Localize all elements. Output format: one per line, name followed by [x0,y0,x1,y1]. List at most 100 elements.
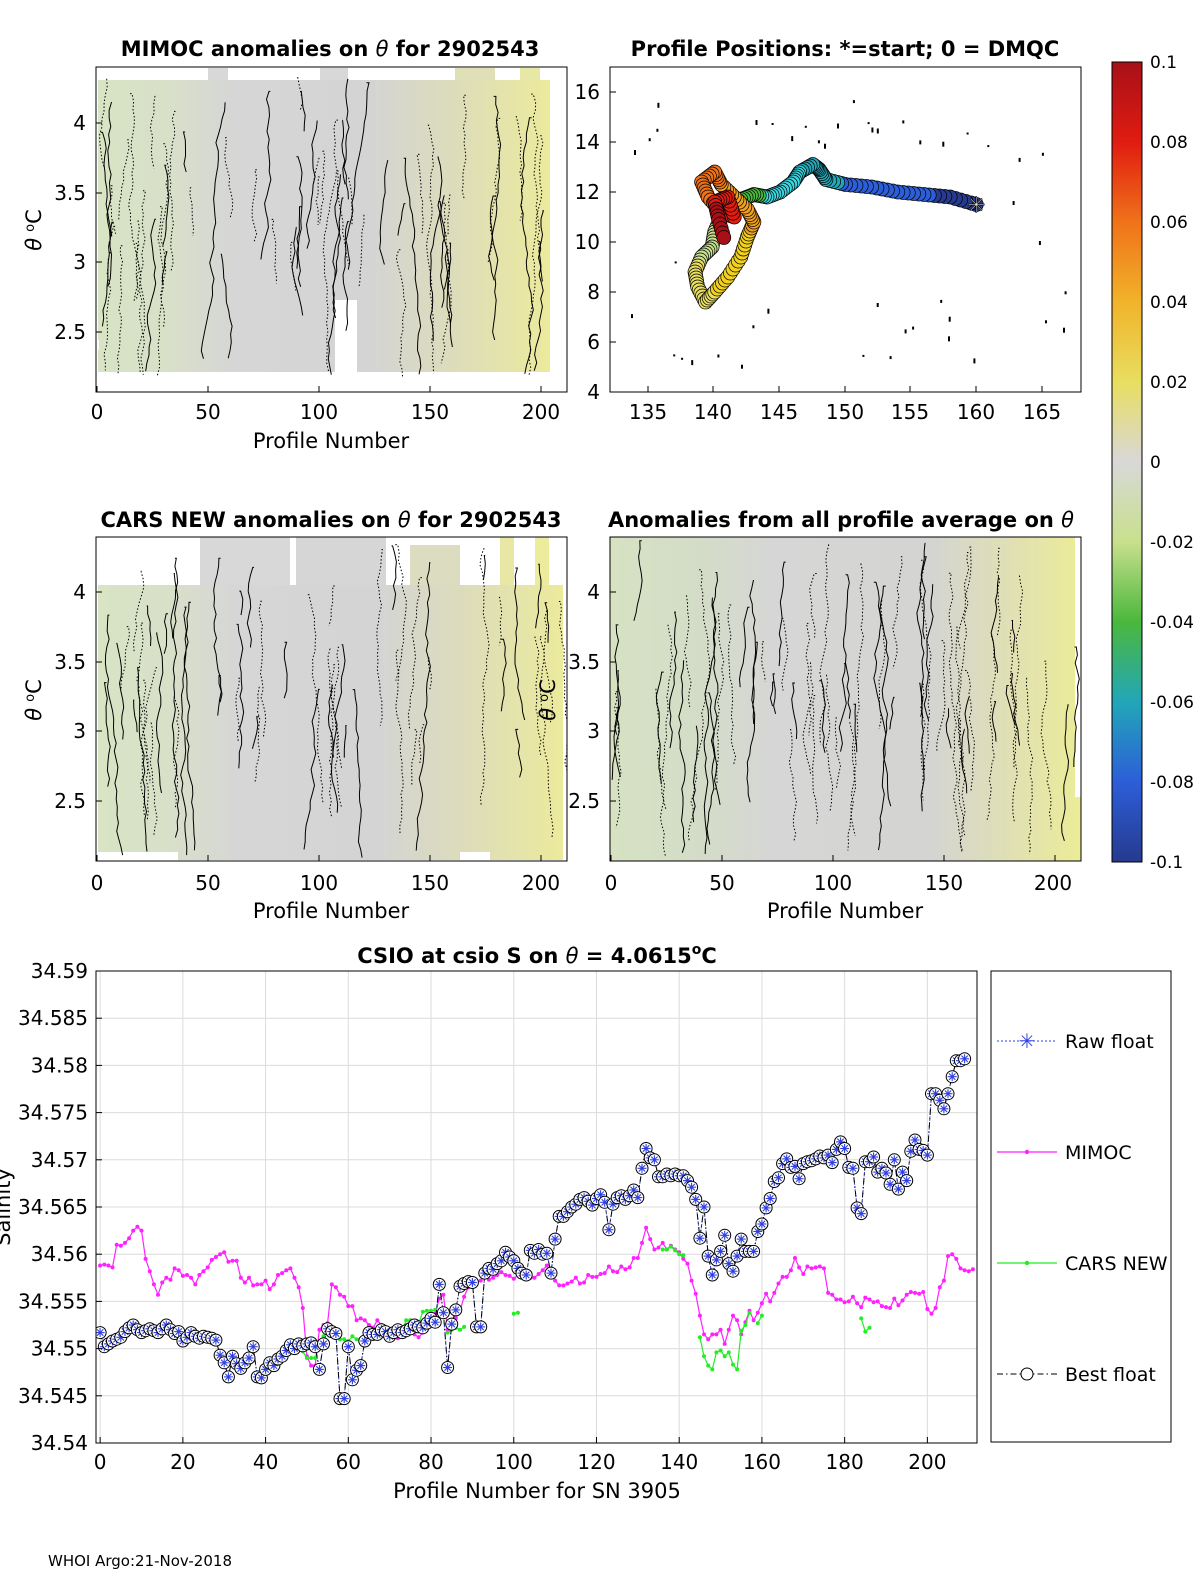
mimoc-point [172,1266,177,1271]
mimoc-point [822,1266,826,1271]
mimoc-point [441,1292,446,1297]
mimoc-point [189,1275,194,1280]
legend-entry-cars: CARS NEW [997,1253,1168,1275]
mimoc-point [205,1265,210,1270]
contour-line [251,169,258,242]
salinity-ytick: 34.59 [31,959,88,983]
contour-line [395,249,407,378]
legend-label-raw: Raw float [1065,1031,1154,1053]
coast-fragment [674,261,677,264]
best-float-point [693,1231,707,1245]
salinity-ytick: 34.55 [31,1337,88,1361]
contour-line [391,545,397,611]
coast-fragment [942,141,945,147]
mimoc-xtick: 100 [300,400,338,424]
contour-line [100,131,113,237]
cars-point [424,1308,429,1313]
colorbar-tick: 0.08 [1150,133,1188,153]
contour-line [805,622,812,736]
contour-line [140,679,147,817]
best-float-point [96,1326,107,1340]
contour-line [163,613,168,654]
contour-line [847,722,856,851]
start-marker-icon: ✳ [967,194,985,219]
contour-line [239,590,244,616]
legend-entry-mimoc: MIMOC [997,1142,1132,1164]
legend-label-cars: CARS NEW [1065,1253,1168,1275]
cars-point [859,1316,864,1321]
contour-line [172,696,180,810]
mimoc-point [834,1297,839,1302]
mimoc-point [619,1264,624,1269]
contour-line [446,242,452,324]
salinity-ytick: 34.565 [18,1195,88,1219]
mimoc-point [706,1337,711,1342]
contour-line [426,124,435,374]
positions-xtick: 155 [891,400,929,424]
mimoc-point [776,1281,781,1286]
mimoc-point [735,1318,740,1323]
positions-panel-title: Profile Positions: *=start; 0 = DMQC [631,37,1060,61]
contour-line [498,596,503,646]
mimoc-anomaly-panel: MIMOC anomalies on θ for 2902543 0 50 10… [22,37,568,453]
cars-xaxis: 0 50 100 150 200 Profile Number [91,855,560,923]
contour-line [533,210,545,371]
contour-line [103,682,111,787]
contour-line [379,160,389,265]
mimoc-point [751,1318,756,1323]
contour-line [303,688,320,850]
contour-line [220,253,233,359]
mimoc-point [813,1265,818,1270]
mimoc-point [875,1299,880,1304]
allavg-xtick: 0 [605,871,618,895]
mimoc-point [280,1271,285,1276]
contour-line [683,595,692,708]
contour-line [327,685,334,758]
contour-line [429,156,443,342]
contour-line [749,579,757,725]
best-float-point [449,1303,463,1317]
allavg-xlabel: Profile Number [767,899,924,923]
contour-line [297,77,304,110]
mimoc-point [722,1341,727,1346]
contour-line [655,688,667,858]
mimoc-point [950,1252,955,1257]
contour-line [322,170,339,372]
allavg-ytick: 4 [587,580,600,604]
cars-point [515,1310,520,1315]
cars-ytick: 3.5 [54,650,86,674]
mimoc-point [888,1306,893,1310]
contour-line [344,221,351,270]
best-float-point [242,1351,256,1365]
contour-line [1073,646,1080,768]
contour-line [819,680,826,753]
mimoc-point [892,1296,897,1301]
allavg-panel-title: Anomalies from all profile average on θ [608,508,1074,532]
cars-point [863,1329,868,1334]
salinity-xtick: 120 [577,1450,615,1474]
best-float-point [891,1182,905,1196]
mimoc-point [292,1275,297,1280]
cars-point [673,1248,678,1253]
mimoc-point [925,1307,930,1311]
mimoc-point [627,1265,632,1270]
mimoc-point [358,1316,363,1321]
cars-xtick: 0 [91,871,104,895]
cars-point [726,1350,731,1355]
mimoc-point [879,1304,884,1309]
best-float-point [900,1174,914,1188]
mimoc-point [151,1282,156,1287]
mimoc-point [937,1285,942,1290]
contour-line [397,203,406,236]
mimoc-point [644,1225,649,1230]
best-float-point [647,1153,661,1167]
colorbar-tick: 0.02 [1150,373,1188,393]
contour-line [515,728,523,778]
contour-line [395,544,407,681]
mimoc-point [867,1297,872,1302]
colorbar-tick: -0.04 [1150,613,1194,633]
cars-heatmap [98,537,567,861]
mimoc-point [855,1301,860,1306]
colorbar-tick: -0.08 [1150,773,1194,793]
contour-line [878,600,886,729]
